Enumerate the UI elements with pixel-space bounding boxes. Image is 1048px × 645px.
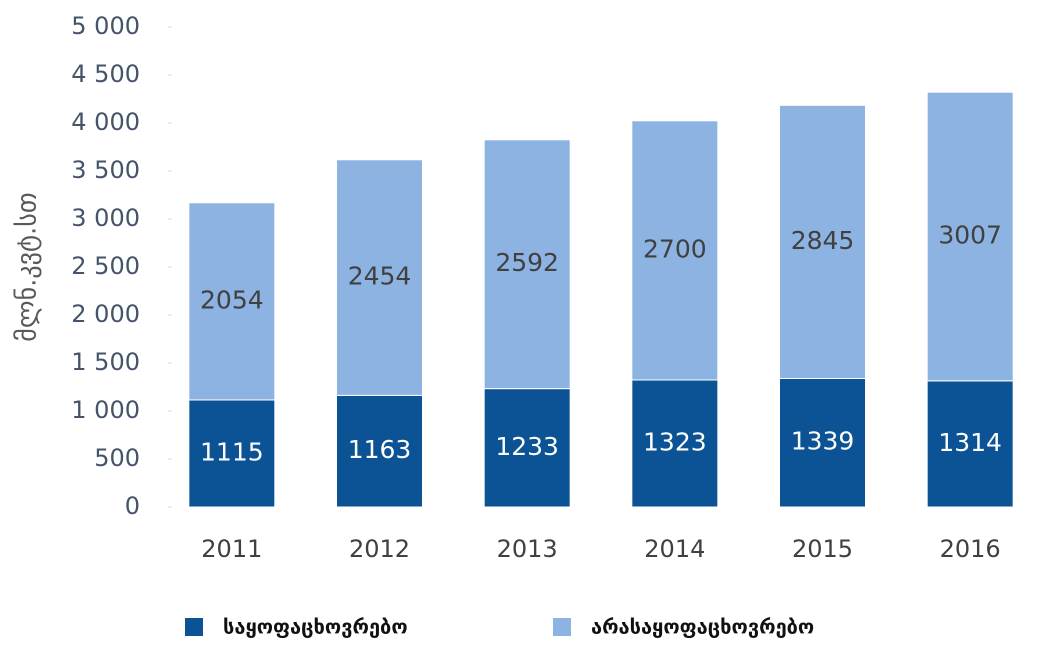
bar-segment (188, 202, 276, 401)
y-tick-label: 4 500 (71, 60, 140, 88)
bar-segment (631, 379, 719, 508)
legend-swatch (185, 618, 203, 636)
y-tick-label: 3 000 (71, 204, 140, 232)
x-tick-label: 2014 (644, 535, 705, 563)
y-tick-label: 2 500 (71, 252, 140, 280)
y-tick-label: 500 (94, 444, 140, 472)
data-label: 2845 (791, 226, 855, 255)
y-tick-label: 1 500 (71, 348, 140, 376)
bar-segment (483, 388, 571, 508)
x-tick-label: 2011 (201, 535, 262, 563)
data-label: 1115 (200, 437, 264, 466)
bar-segment (926, 380, 1014, 508)
y-tick-label: 4 000 (71, 108, 140, 136)
data-label: 1233 (495, 432, 559, 461)
legend-label: არასაყოფაცხოვრებო (591, 615, 814, 639)
data-label: 2054 (200, 285, 264, 314)
y-tick-label: 2 000 (71, 300, 140, 328)
legend-swatch (553, 618, 571, 636)
y-tick-label: 3 500 (71, 156, 140, 184)
legend-label: საყოფაცხოვრებო (223, 615, 408, 639)
data-label: 2700 (643, 234, 707, 263)
data-label: 1339 (791, 427, 855, 456)
bar-segment (188, 399, 276, 508)
data-label: 3007 (938, 221, 1002, 250)
y-tick-label: 5 000 (71, 12, 140, 40)
y-tick-label: 0 (125, 492, 140, 520)
y-axis-label: მლნ.კვტ.სთ (13, 192, 43, 341)
data-label: 2454 (348, 262, 412, 291)
data-label: 2592 (495, 248, 559, 277)
x-tick-label: 2013 (497, 535, 558, 563)
x-tick-label: 2015 (792, 535, 853, 563)
data-label: 1314 (938, 428, 1002, 457)
bar-segment (483, 139, 571, 390)
x-tick-label: 2012 (349, 535, 410, 563)
bar-segment (336, 159, 423, 396)
bar-segment (631, 120, 719, 381)
bar-segment (336, 394, 423, 508)
y-tick-label: 1 000 (71, 396, 140, 424)
data-label: 1323 (643, 427, 707, 456)
bar-segment (779, 104, 866, 379)
data-label: 1163 (348, 435, 412, 464)
x-tick-label: 2016 (940, 535, 1001, 563)
bar-segment (779, 377, 866, 508)
bar-segment (926, 91, 1014, 382)
